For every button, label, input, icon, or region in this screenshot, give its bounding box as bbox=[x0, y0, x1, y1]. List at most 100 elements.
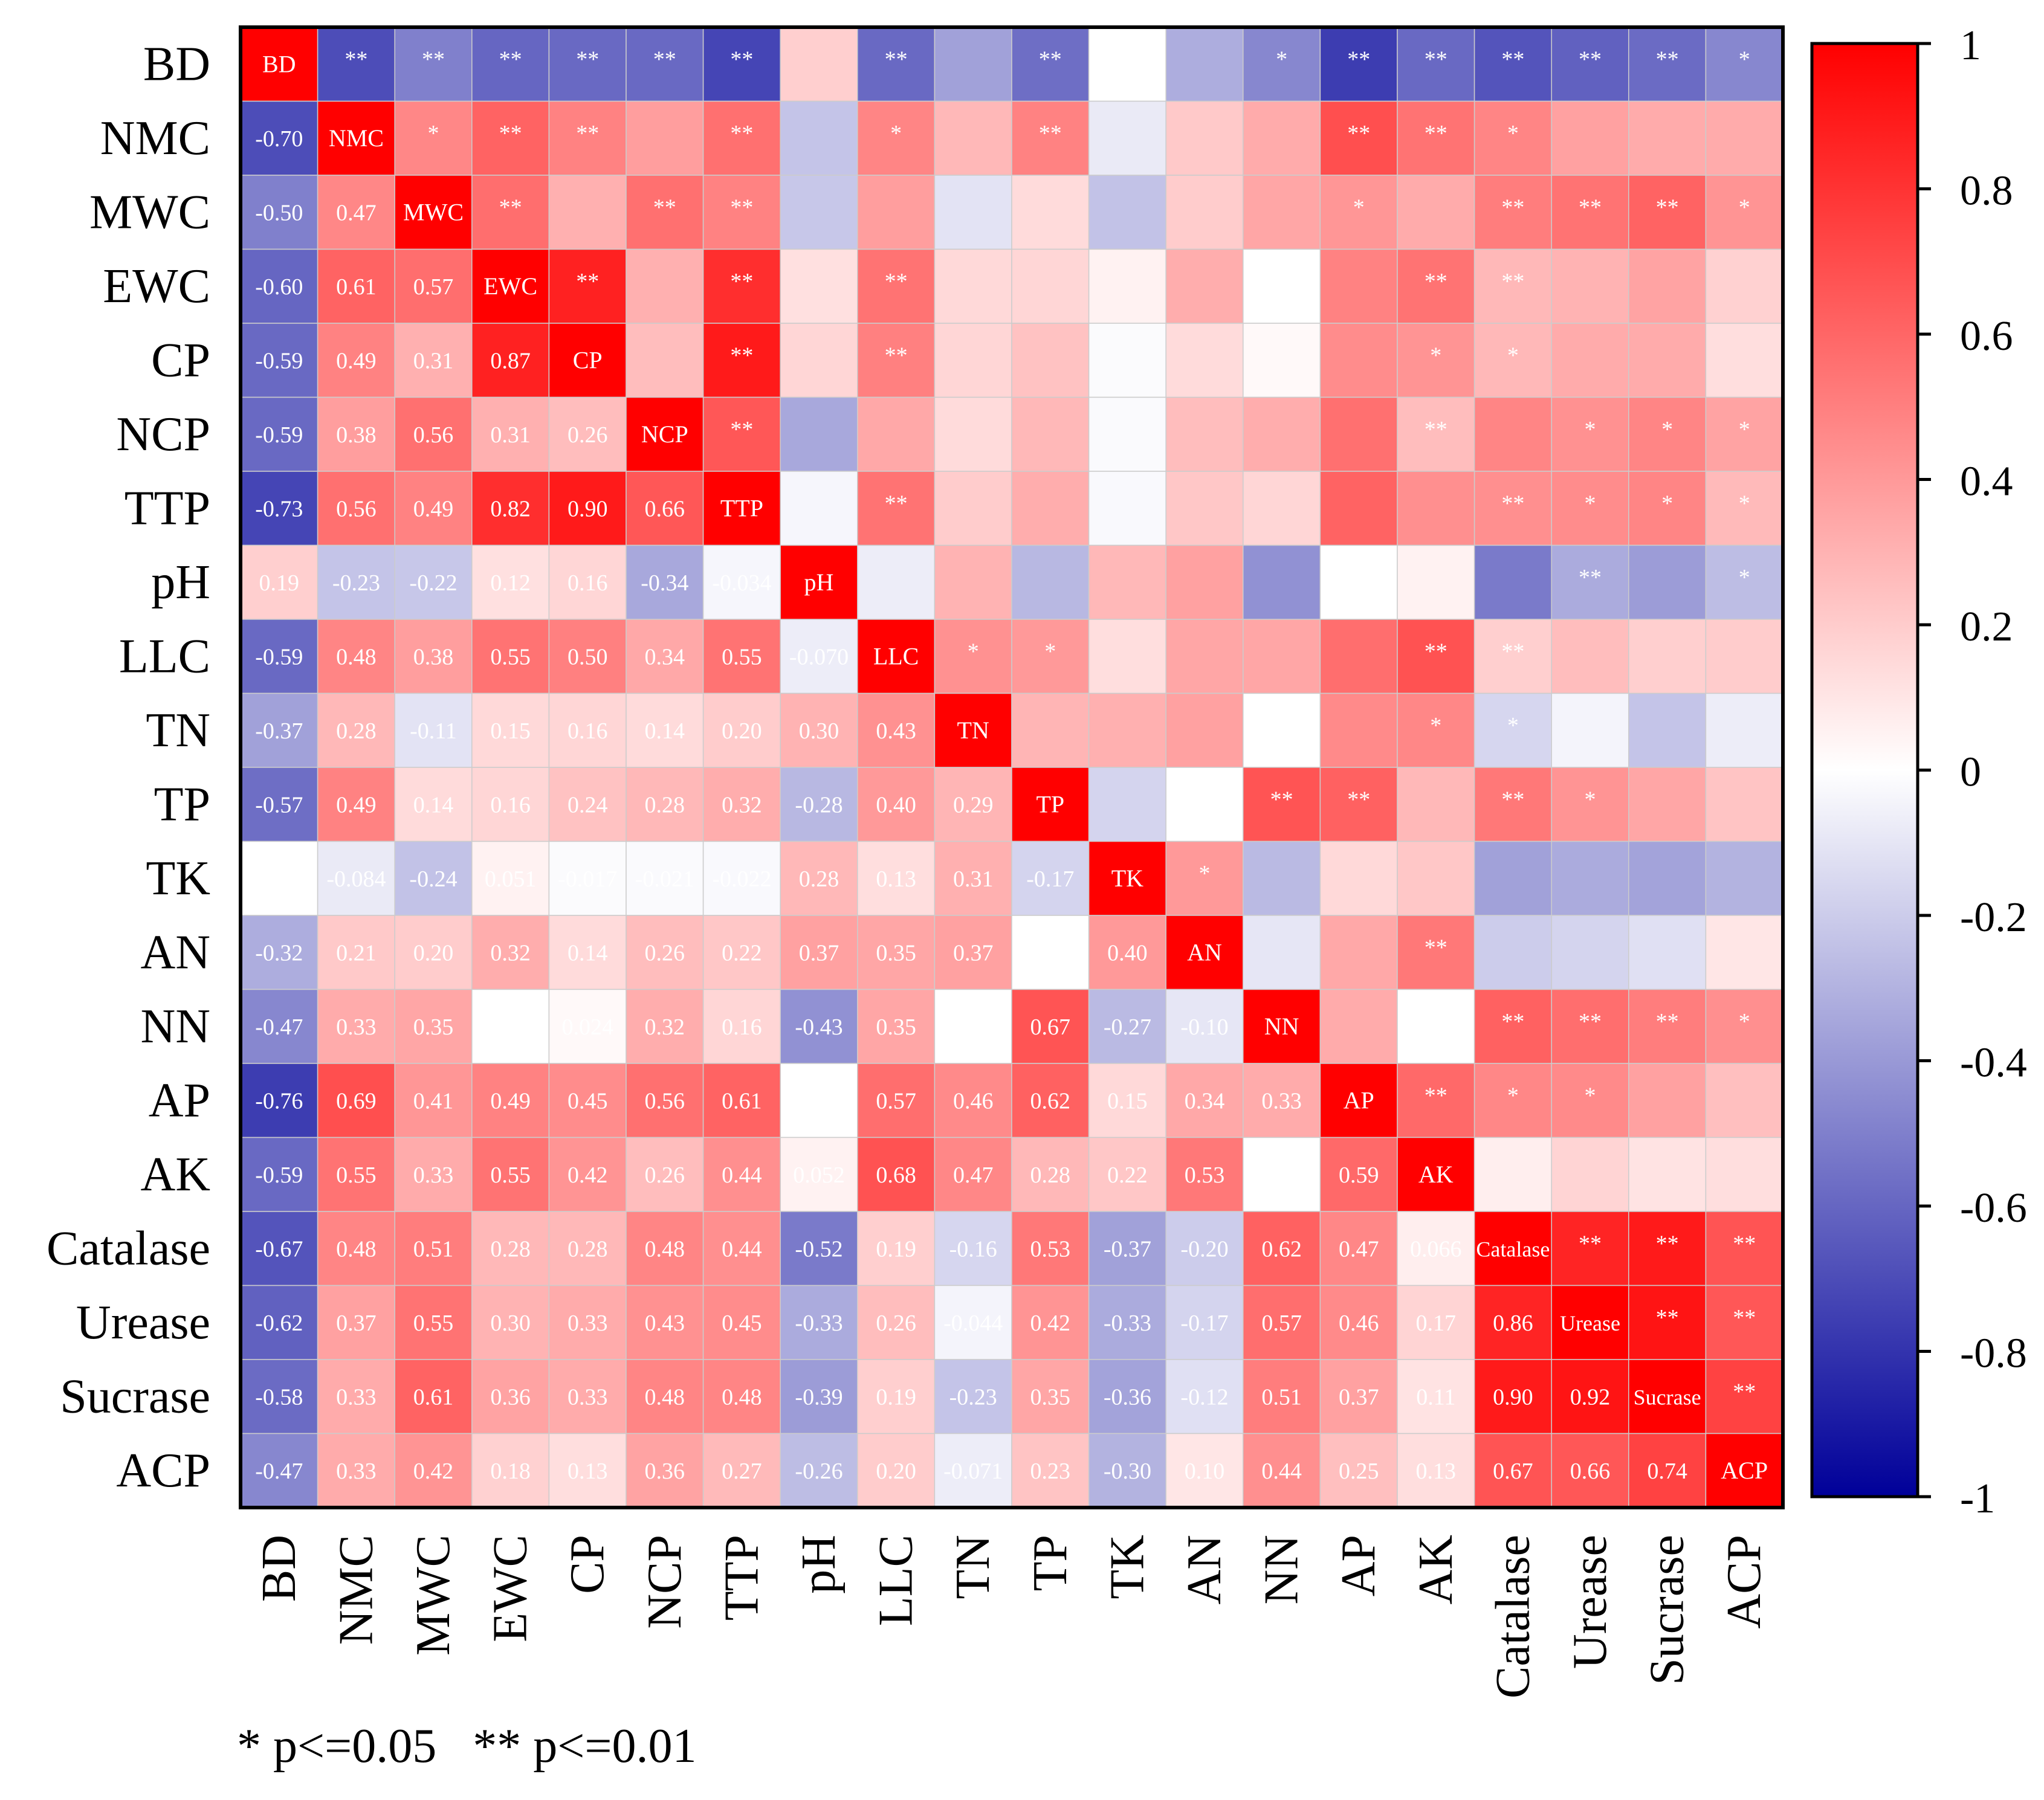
column-label: NCP bbox=[638, 1535, 691, 1629]
heatmap-cell bbox=[1165, 840, 1244, 916]
heatmap-cell bbox=[780, 471, 858, 546]
heatmap-cell bbox=[1397, 1137, 1475, 1212]
correlation-value-label: -0.70 bbox=[255, 126, 303, 152]
correlation-value-label: -0.62 bbox=[255, 1311, 303, 1336]
heatmap-cell bbox=[1705, 27, 1784, 102]
heatmap-cell bbox=[1011, 175, 1090, 250]
significance-marker: ** bbox=[1347, 47, 1370, 72]
correlation-value-label: 0.32 bbox=[645, 1015, 685, 1040]
heatmap-cell bbox=[780, 619, 858, 694]
significance-marker: ** bbox=[653, 47, 676, 72]
significance-marker: ** bbox=[1425, 269, 1447, 294]
correlation-value-label: 0.49 bbox=[413, 496, 454, 521]
column-label: EWC bbox=[484, 1535, 537, 1642]
row-label: AP bbox=[149, 1074, 210, 1127]
heatmap-cell bbox=[394, 1359, 473, 1434]
heatmap-cell bbox=[317, 840, 395, 916]
significance-marker: * bbox=[1276, 47, 1287, 72]
diagonal-label: NCP bbox=[641, 421, 688, 448]
significance-marker: ** bbox=[1270, 787, 1293, 812]
heatmap-cell bbox=[471, 323, 550, 398]
heatmap-cell bbox=[626, 915, 704, 990]
heatmap-cell bbox=[702, 1137, 781, 1212]
significance-marker: ** bbox=[1656, 1231, 1679, 1256]
heatmap-cell bbox=[1705, 1433, 1784, 1508]
correlation-value-label: 0.41 bbox=[413, 1088, 454, 1114]
correlation-value-label: -0.26 bbox=[795, 1459, 843, 1484]
correlation-value-label: 0.19 bbox=[876, 1236, 916, 1262]
heatmap-cell bbox=[1628, 471, 1707, 546]
significance-marker: ** bbox=[1425, 1083, 1447, 1108]
heatmap-cell bbox=[1243, 544, 1321, 620]
heatmap-cell bbox=[1319, 544, 1398, 620]
heatmap-cell bbox=[1628, 692, 1707, 768]
correlation-value-label: 0.16 bbox=[490, 792, 531, 818]
heatmap-cell bbox=[1088, 989, 1166, 1064]
heatmap-cell bbox=[1088, 27, 1166, 102]
heatmap-cell bbox=[857, 396, 936, 472]
correlation-value-label: -0.28 bbox=[795, 792, 843, 818]
heatmap-cell bbox=[626, 1285, 704, 1360]
correlation-value-label: 0.44 bbox=[1261, 1459, 1302, 1484]
correlation-value-label: 0.33 bbox=[568, 1384, 608, 1410]
heatmap-cell bbox=[780, 323, 858, 398]
heatmap-cell bbox=[780, 1359, 858, 1434]
diagonal-label: pH bbox=[804, 569, 834, 596]
correlation-value-label: 0.14 bbox=[568, 940, 608, 966]
correlation-value-label: 0.44 bbox=[722, 1163, 762, 1188]
column-label: NMC bbox=[329, 1535, 383, 1645]
heatmap-cell bbox=[471, 1063, 550, 1138]
significance-marker: * bbox=[968, 639, 979, 664]
heatmap-cell bbox=[1243, 396, 1321, 472]
heatmap-cell bbox=[1088, 1063, 1166, 1138]
significance-marker: * bbox=[1739, 491, 1750, 516]
heatmap-cell bbox=[317, 1063, 395, 1138]
heatmap-cell bbox=[1011, 767, 1090, 842]
heatmap-cell bbox=[1473, 248, 1552, 324]
heatmap-cell bbox=[1473, 471, 1552, 546]
colorbar-gradient bbox=[1810, 42, 1919, 1498]
heatmap-cell bbox=[1628, 248, 1707, 324]
diagonal-label: LLC bbox=[873, 642, 919, 669]
significance-marker: ** bbox=[1579, 195, 1602, 220]
significance-marker: ** bbox=[730, 195, 753, 220]
heatmap-cell bbox=[1243, 248, 1321, 324]
significance-marker: * bbox=[1585, 491, 1596, 516]
correlation-value-label: -0.47 bbox=[255, 1459, 303, 1484]
heatmap-cell bbox=[471, 100, 550, 176]
correlation-value-label: 0.16 bbox=[568, 718, 608, 744]
heatmap-cell bbox=[1628, 1211, 1707, 1286]
correlation-value-label: 0.13 bbox=[876, 866, 916, 892]
significance-marker: ** bbox=[1733, 1379, 1756, 1404]
correlation-value-label: -0.58 bbox=[255, 1384, 303, 1410]
heatmap-cell bbox=[1628, 1063, 1707, 1138]
correlation-value-label: 0.32 bbox=[490, 940, 531, 966]
heatmap-cell bbox=[240, 989, 319, 1064]
heatmap-cell bbox=[1011, 544, 1090, 620]
significance-marker: ** bbox=[1656, 1009, 1679, 1034]
heatmap-cell bbox=[317, 323, 395, 398]
heatmap-cell bbox=[1243, 840, 1321, 916]
heatmap-cell bbox=[1397, 1285, 1475, 1360]
correlation-value-label: 0.56 bbox=[413, 422, 454, 448]
correlation-value-label: -0.36 bbox=[1104, 1384, 1151, 1410]
heatmap-cell bbox=[1165, 175, 1244, 250]
row-label: EWC bbox=[103, 260, 210, 313]
heatmap-cell bbox=[240, 100, 319, 176]
colorbar-tick-label: 0.4 bbox=[1960, 459, 2013, 505]
row-label: MWC bbox=[89, 185, 210, 239]
heatmap-cell bbox=[1551, 471, 1629, 546]
correlation-value-label: 0.26 bbox=[568, 422, 608, 448]
heatmap-cell bbox=[780, 1433, 858, 1508]
correlation-value-label: 0.44 bbox=[722, 1236, 762, 1262]
correlation-value-label: 0.62 bbox=[1030, 1088, 1071, 1114]
correlation-value-label: 0.28 bbox=[336, 718, 377, 744]
heatmap-cell bbox=[1165, 619, 1244, 694]
heatmap-cell bbox=[1319, 396, 1398, 472]
significance-marker: ** bbox=[1656, 195, 1679, 220]
correlation-value-label: 0.29 bbox=[953, 792, 994, 818]
heatmap-cell bbox=[1397, 1211, 1475, 1286]
heatmap-cell bbox=[1243, 323, 1321, 398]
significance-marker: ** bbox=[1501, 787, 1524, 812]
heatmap-cell bbox=[471, 175, 550, 250]
